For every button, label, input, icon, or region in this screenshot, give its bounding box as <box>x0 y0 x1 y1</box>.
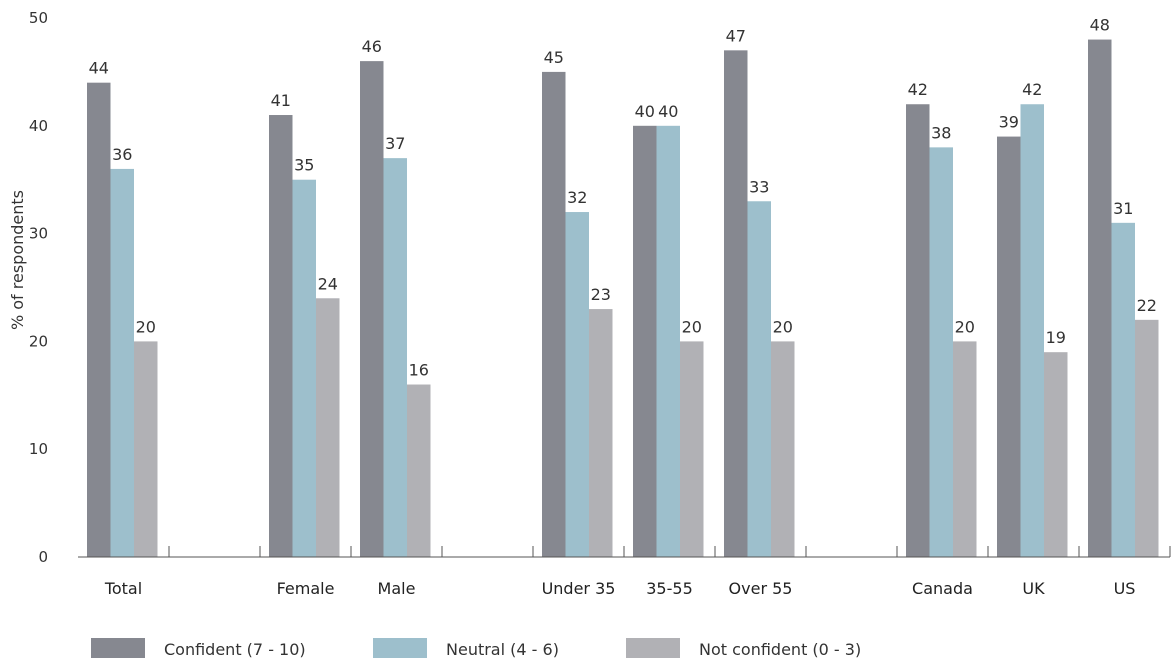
value-label: 32 <box>567 188 587 207</box>
bar-female-neutral <box>292 179 316 557</box>
value-label: 38 <box>931 123 951 142</box>
y-tick-label: 20 <box>29 332 48 350</box>
bar-canada-not <box>953 341 977 557</box>
value-label: 39 <box>999 113 1019 132</box>
value-label: 19 <box>1046 328 1066 347</box>
value-label: 16 <box>409 361 429 380</box>
value-label: 47 <box>726 26 746 45</box>
legend-label-not: Not confident (0 - 3) <box>699 640 861 659</box>
bar-canada-neutral <box>929 147 953 558</box>
bar-uk-confident <box>997 136 1021 557</box>
bar-male-not <box>407 384 431 557</box>
value-label: 20 <box>773 317 793 336</box>
bar-total-not <box>134 341 158 557</box>
bar-female-confident <box>269 115 293 558</box>
value-label: 45 <box>544 48 564 67</box>
value-label: 20 <box>955 317 975 336</box>
value-label: 42 <box>1022 80 1042 99</box>
y-tick-label: 40 <box>29 117 48 135</box>
bar-male-confident <box>360 61 384 558</box>
bar-total-confident <box>87 82 111 558</box>
y-tick-label: 30 <box>29 225 48 243</box>
value-label: 33 <box>749 177 769 196</box>
category-label-35-55: 35-55 <box>646 579 693 598</box>
bars <box>87 39 1159 558</box>
bar-uk-not <box>1044 352 1068 557</box>
category-label-total: Total <box>104 579 142 598</box>
category-label-under-35: Under 35 <box>542 579 616 598</box>
bar-under-35-confident <box>542 71 566 558</box>
value-label: 22 <box>1137 296 1157 315</box>
bar-canada-confident <box>906 104 930 558</box>
y-tick-label: 50 <box>29 9 48 27</box>
value-labels: 44 36 20 41 35 24 46 37 16 45 32 23 40 40 20 47 33 20 42 38… <box>89 16 1157 380</box>
legend-swatch-not <box>626 638 680 658</box>
value-label: 20 <box>136 317 156 336</box>
bar-35-55-confident <box>633 125 657 558</box>
category-label-canada: Canada <box>912 579 973 598</box>
category-label-uk: UK <box>1022 579 1045 598</box>
value-label: 20 <box>682 317 702 336</box>
bar-35-55-not <box>680 341 704 557</box>
bar-over-55-neutral <box>747 201 771 557</box>
legend: Confident (7 - 10) Neutral (4 - 6) Not con… <box>91 638 861 659</box>
category-separators <box>168 546 1171 557</box>
bar-female-not <box>316 298 340 557</box>
bar-uk-neutral <box>1020 104 1044 558</box>
bar-under-35-neutral <box>565 212 589 558</box>
bar-us-neutral <box>1111 222 1135 557</box>
bar-us-confident <box>1088 39 1112 558</box>
bar-male-neutral <box>383 158 407 557</box>
value-label: 36 <box>112 145 132 164</box>
category-label-over-55: Over 55 <box>729 579 793 598</box>
value-label: 46 <box>362 37 382 56</box>
bar-over-55-not <box>771 341 795 557</box>
category-label-female: Female <box>277 579 335 598</box>
y-axis-title: % of respondents <box>8 190 27 330</box>
legend-swatch-neutral <box>373 638 427 658</box>
value-label: 35 <box>294 156 314 175</box>
value-label: 23 <box>591 285 611 304</box>
value-label: 24 <box>318 274 338 293</box>
y-tick-label: 10 <box>29 440 48 458</box>
bar-total-neutral <box>110 168 134 558</box>
category-label-male: Male <box>378 579 416 598</box>
bar-under-35-not <box>589 309 613 557</box>
value-label: 48 <box>1090 16 1110 35</box>
legend-label-neutral: Neutral (4 - 6) <box>446 640 559 659</box>
legend-label-confident: Confident (7 - 10) <box>164 640 306 659</box>
value-label: 44 <box>89 59 109 78</box>
value-label: 40 <box>658 102 678 121</box>
value-label: 41 <box>271 91 291 110</box>
y-tick-label: 0 <box>38 548 48 566</box>
value-label: 40 <box>635 102 655 121</box>
value-label: 42 <box>908 80 928 99</box>
value-label: 31 <box>1113 199 1133 218</box>
value-label: 37 <box>385 134 405 153</box>
y-axis-ticks: 0 10 20 30 40 50 <box>29 9 48 566</box>
bar-over-55-confident <box>724 50 748 558</box>
category-label-us: US <box>1114 579 1136 598</box>
category-labels: Total Female Male Under 35 35-55 Over 55 Canad… <box>104 579 1136 598</box>
legend-swatch-confident <box>91 638 145 658</box>
bar-35-55-neutral <box>656 125 680 558</box>
bar-us-not <box>1135 319 1159 557</box>
